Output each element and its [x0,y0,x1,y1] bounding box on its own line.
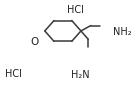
Text: H₂N: H₂N [71,70,90,80]
Text: HCl: HCl [5,69,22,79]
Text: HCl: HCl [67,5,83,15]
Text: O: O [31,37,39,47]
Text: NH₂: NH₂ [113,27,132,37]
